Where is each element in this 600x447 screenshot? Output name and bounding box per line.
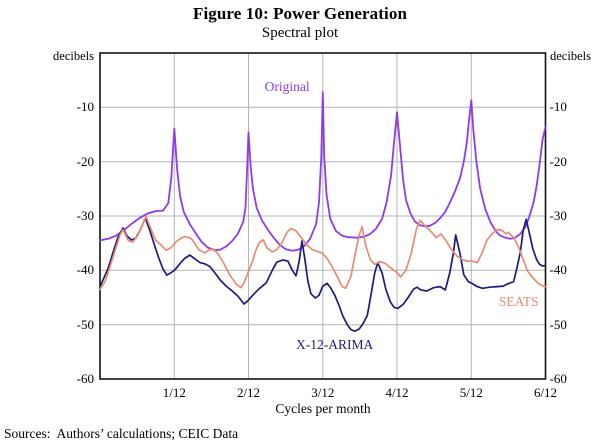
x-tick-label: 5/12: [459, 385, 483, 400]
x-tick-label: 3/12: [311, 385, 335, 400]
figure-title: Figure 10: Power Generation: [192, 4, 408, 23]
series-line-original: [99, 91, 547, 252]
x-axis-label: Cycles per month: [275, 401, 371, 416]
x-tick-label: 6/12: [533, 385, 558, 400]
y-axis-unit-right: decibels: [550, 49, 591, 63]
series-label-x-12-arima: X-12-ARIMA: [295, 336, 374, 352]
y-tick-label-right: -60: [549, 371, 567, 386]
x-tick-label: 2/12: [236, 385, 261, 400]
series-label-seats: SEATS: [498, 293, 539, 309]
x-tick-label: 1/12: [162, 385, 186, 400]
y-tick-label-right: -30: [549, 208, 567, 223]
x-tick-label: 4/12: [385, 385, 409, 400]
y-tick-label-left: -40: [76, 262, 94, 278]
y-axis-unit-left: decibels: [53, 49, 94, 63]
y-tick-label-right: -50: [549, 316, 567, 332]
source-note: Sources: Authors’ calculations; CEIC Dat…: [4, 426, 239, 441]
y-tick-label-left: -60: [76, 371, 94, 386]
y-tick-label-right: -20: [549, 153, 567, 169]
y-tick-label-right: -10: [549, 99, 567, 115]
series-line-x-12-arima: [99, 217, 547, 333]
y-tick-label-right: -40: [549, 262, 567, 278]
plot-border: [99, 52, 547, 380]
series-label-original: Original: [264, 79, 310, 95]
figure-subtitle: Spectral plot: [261, 25, 339, 41]
y-tick-label-left: -50: [76, 316, 94, 332]
series-line-seats: [99, 215, 547, 291]
y-tick-label-left: -20: [76, 153, 94, 169]
y-tick-label-left: -30: [76, 208, 94, 223]
y-tick-label-left: -10: [76, 99, 94, 115]
